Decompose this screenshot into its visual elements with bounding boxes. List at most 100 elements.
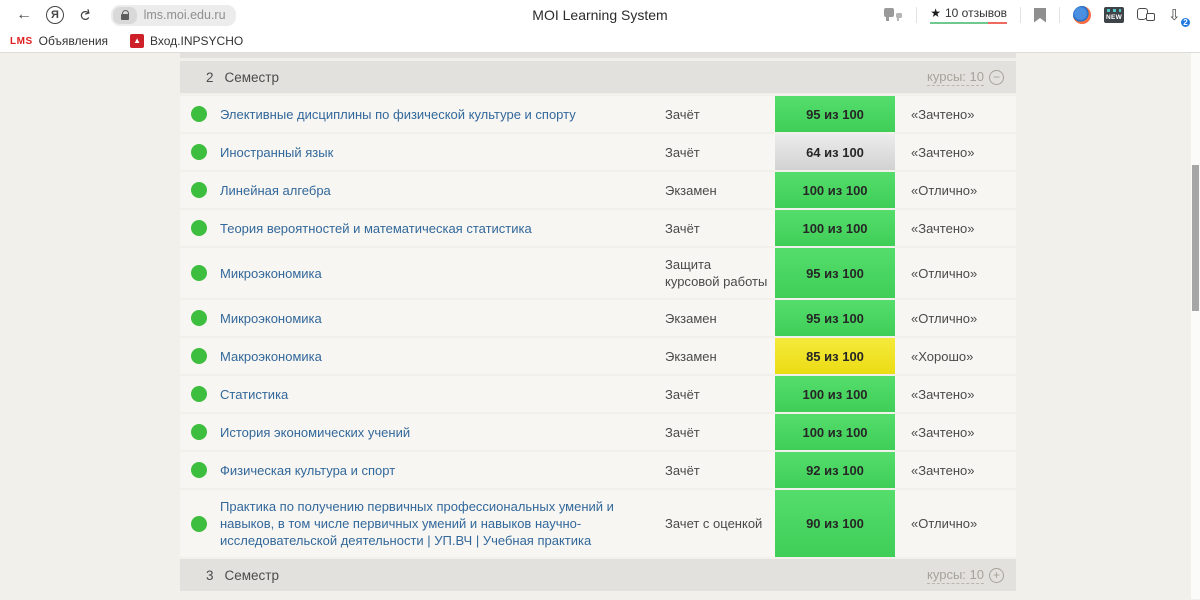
course-link[interactable]: Микроэкономика xyxy=(220,265,322,281)
semester-2-header: 2 Семестр курсы: 10 − xyxy=(180,61,1016,93)
status-dot-icon xyxy=(191,310,207,326)
semester-label: Семестр xyxy=(224,567,280,583)
score-badge: 95 из 100 xyxy=(775,96,895,132)
semester-number: 2 xyxy=(206,69,214,85)
bookmarks-bar: LMS Объявления ▲ Вход.INPSYCHO xyxy=(0,30,1200,53)
course-table-body: Элективные дисциплины по физической куль… xyxy=(180,96,1016,559)
course-link[interactable]: Элективные дисциплины по физической куль… xyxy=(220,106,576,122)
exam-type: Зачёт xyxy=(665,462,700,478)
status-dot-icon xyxy=(191,515,207,532)
table-row: Макроэкономика Экзамен 85 из 100 «Хорошо… xyxy=(180,338,1016,376)
movies-new-icon[interactable]: NEW xyxy=(1104,7,1124,23)
grade-text: «Зачтено» xyxy=(911,220,975,236)
course-link[interactable]: Микроэкономика xyxy=(220,310,322,326)
course-link[interactable]: Практика по получению первичных професси… xyxy=(220,499,614,548)
inpsycho-favicon: ▲ xyxy=(130,34,145,48)
semester-2-collapse[interactable]: курсы: 10 − xyxy=(927,69,1004,86)
semester-label: Семестр xyxy=(224,69,280,85)
address-bar[interactable]: lms.moi.edu.ru xyxy=(110,4,236,26)
exam-type: Зачет с оценкой xyxy=(665,516,763,531)
expand-icon[interactable]: + xyxy=(989,567,1004,583)
courses-count-link[interactable]: курсы: 10 xyxy=(927,68,984,86)
course-link[interactable]: Теория вероятностей и математическая ста… xyxy=(220,220,532,236)
bookmark-label: Вход.INPSYCHO xyxy=(150,34,244,48)
status-dot-icon xyxy=(191,182,207,198)
status-dot-icon xyxy=(191,462,207,478)
exam-type: Зачёт xyxy=(665,424,700,440)
back-icon[interactable]: ← xyxy=(16,6,32,23)
score-badge: 100 из 100 xyxy=(775,210,895,246)
table-row: Физическая культура и спорт Зачёт 92 из … xyxy=(180,452,1016,490)
course-link[interactable]: Макроэкономика xyxy=(220,348,322,364)
status-dot-icon xyxy=(191,424,207,440)
collections-icon[interactable] xyxy=(1137,7,1155,23)
grade-text: «Зачтено» xyxy=(911,424,975,440)
rating-bar xyxy=(930,21,1008,25)
bookmark-label: Объявления xyxy=(38,34,109,48)
status-dot-icon xyxy=(191,348,207,364)
exam-type: Экзамен xyxy=(665,348,717,364)
bookmark-flag-icon[interactable] xyxy=(1034,7,1046,23)
grade-text: «Отлично» xyxy=(911,265,978,281)
table-row: Микроэкономика Экзамен 95 из 100 «Отличн… xyxy=(180,300,1016,338)
star-icon: ★ xyxy=(930,5,941,20)
downloads-icon[interactable]: ⇩ 2 xyxy=(1168,6,1191,28)
semester-number: 3 xyxy=(206,567,214,583)
grade-text: «Зачтено» xyxy=(911,386,975,402)
course-link[interactable]: Линейная алгебра xyxy=(220,182,331,198)
table-row: Практика по получению первичных професси… xyxy=(180,490,1016,559)
lms-favicon: LMS xyxy=(10,35,33,47)
refresh-icon[interactable]: ↻ xyxy=(74,6,95,24)
course-link[interactable]: История экономических учений xyxy=(220,424,411,440)
divider xyxy=(1020,7,1021,23)
exam-type: Зачёт xyxy=(665,386,700,402)
clipped-section-strip xyxy=(180,53,1016,58)
extension-circle-icon[interactable] xyxy=(1073,6,1091,24)
grade-text: «Отлично» xyxy=(911,310,978,326)
exam-type: Экзамен xyxy=(665,310,717,326)
grade-text: «Хорошо» xyxy=(911,348,974,364)
grade-text: «Зачтено» xyxy=(911,144,975,160)
protect-icon[interactable] xyxy=(883,7,903,23)
score-badge: 64 из 100 xyxy=(775,134,895,170)
scrollbar[interactable] xyxy=(1191,53,1200,599)
grade-text: «Отлично» xyxy=(911,516,978,531)
course-link[interactable]: Статистика xyxy=(220,386,289,402)
status-dot-icon xyxy=(191,386,207,402)
score-badge: 100 из 100 xyxy=(775,172,895,208)
courses-count-link[interactable]: курсы: 10 xyxy=(927,566,984,584)
course-link[interactable]: Иностранный язык xyxy=(220,144,334,160)
grade-text: «Зачтено» xyxy=(911,462,975,478)
scrollbar-thumb[interactable] xyxy=(1192,165,1199,311)
status-dot-icon xyxy=(191,265,207,281)
semester-3-expand[interactable]: курсы: 10 + xyxy=(927,567,1004,584)
table-row: Теория вероятностей и математическая ста… xyxy=(180,210,1016,248)
url-text: lms.moi.edu.ru xyxy=(143,8,226,22)
table-row: Иностранный язык Зачёт 64 из 100 «Зачтен… xyxy=(180,134,1016,172)
table-row: Микроэкономика Защита курсовой работы 95… xyxy=(180,248,1016,300)
semester-3-header: 3 Семестр курсы: 10 + xyxy=(180,559,1016,591)
course-link[interactable]: Физическая культура и спорт xyxy=(220,462,396,478)
bookmark-item-announcements[interactable]: LMS Объявления xyxy=(10,34,108,48)
score-badge: 92 из 100 xyxy=(775,452,895,488)
yandex-icon[interactable]: Я xyxy=(46,6,64,24)
browser-toolbar: MOI Learning System ← Я ↻ lms.moi.edu.ru… xyxy=(0,0,1200,30)
status-dot-icon xyxy=(191,144,207,160)
score-badge: 100 из 100 xyxy=(775,376,895,412)
lock-icon[interactable] xyxy=(112,6,137,24)
score-badge: 100 из 100 xyxy=(775,414,895,450)
exam-type: Экзамен xyxy=(665,182,717,198)
collapse-icon[interactable]: − xyxy=(989,69,1004,85)
table-row: История экономических учений Зачёт 100 и… xyxy=(180,414,1016,452)
divider xyxy=(1059,7,1060,23)
bookmark-item-inpsycho[interactable]: ▲ Вход.INPSYCHO xyxy=(130,34,243,48)
reviews-rating[interactable]: ★ 10 отзывов xyxy=(930,5,1008,25)
page-content: 2 Семестр курсы: 10 − Элективные дисципл… xyxy=(0,53,1200,599)
score-badge: 95 из 100 xyxy=(775,248,895,298)
exam-type: Зачёт xyxy=(665,106,700,122)
table-row: Статистика Зачёт 100 из 100 «Зачтено» xyxy=(180,376,1016,414)
divider xyxy=(916,7,918,23)
exam-type: Зачёт xyxy=(665,144,700,160)
reviews-label: 10 отзывов xyxy=(944,5,1007,20)
grade-text: «Зачтено» xyxy=(911,106,975,122)
